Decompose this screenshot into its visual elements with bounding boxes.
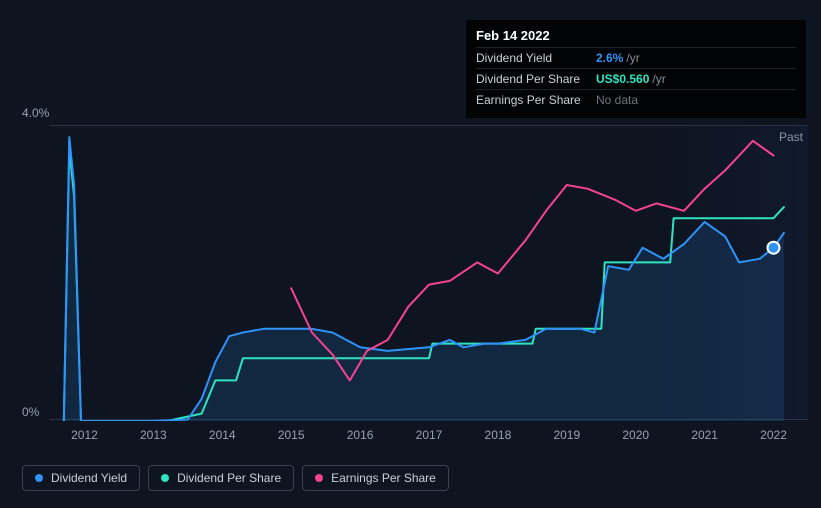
legend-label: Dividend Yield	[51, 471, 127, 485]
legend-label: Earnings Per Share	[331, 471, 436, 485]
tooltip-row: Dividend Per ShareUS$0.560/yr	[476, 68, 796, 89]
x-tick-label: 2015	[278, 428, 305, 442]
x-tick-label: 2017	[416, 428, 443, 442]
plot-area[interactable]	[50, 125, 808, 420]
y-axis-min-label: 0%	[22, 405, 39, 419]
legend-dot-icon	[315, 474, 323, 482]
x-tick-label: 2018	[485, 428, 512, 442]
chart-tooltip: Feb 14 2022 Dividend Yield2.6%/yrDividen…	[466, 20, 806, 118]
x-tick-label: 2012	[71, 428, 98, 442]
x-tick-label: 2014	[209, 428, 236, 442]
legend-dot-icon	[35, 474, 43, 482]
x-tick-label: 2022	[760, 428, 787, 442]
x-tick-label: 2019	[553, 428, 580, 442]
y-axis-max-label: 4.0%	[22, 106, 49, 120]
line-plot-svg	[50, 126, 808, 421]
legend-dot-icon	[161, 474, 169, 482]
x-axis: 2012 2013 2014 2015 2016 2017 2018 2019 2020 2021…	[50, 428, 808, 448]
tooltip-row-value: US$0.560/yr	[596, 72, 666, 86]
tooltip-row-value: 2.6%/yr	[596, 51, 640, 65]
legend-label: Dividend Per Share	[177, 471, 281, 485]
x-tick-label: 2013	[140, 428, 167, 442]
legend-item[interactable]: Dividend Per Share	[148, 465, 294, 491]
dividend-chart: 4.0% 0% Past 201220132014201520162017201…	[0, 0, 821, 508]
tooltip-title: Feb 14 2022	[476, 26, 796, 47]
tooltip-row: Earnings Per ShareNo data	[476, 89, 796, 110]
tooltip-row: Dividend Yield2.6%/yr	[476, 47, 796, 68]
tooltip-row-label: Dividend Yield	[476, 51, 596, 65]
tooltip-row-label: Dividend Per Share	[476, 72, 596, 86]
chart-legend: Dividend Yield Dividend Per Share Earnings…	[22, 465, 449, 491]
legend-item[interactable]: Earnings Per Share	[302, 465, 449, 491]
x-tick-label: 2016	[347, 428, 374, 442]
tooltip-row-value: No data	[596, 93, 638, 107]
x-tick-label: 2020	[622, 428, 649, 442]
tooltip-row-label: Earnings Per Share	[476, 93, 596, 107]
hover-marker	[768, 242, 780, 254]
dividend-yield-area	[64, 137, 784, 421]
x-tick-label: 2021	[691, 428, 718, 442]
legend-item[interactable]: Dividend Yield	[22, 465, 140, 491]
